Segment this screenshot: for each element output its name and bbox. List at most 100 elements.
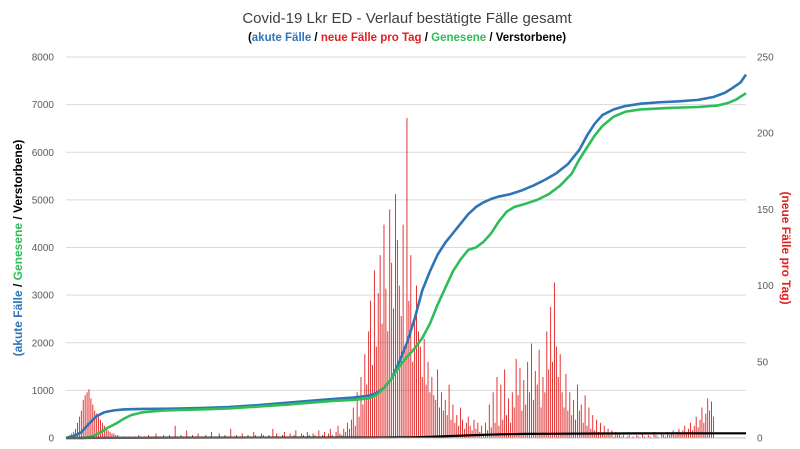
new-cases-bar [347,422,349,438]
new-cases-bar [138,434,140,438]
new-cases-bar [521,410,523,438]
series-line-acute [65,73,748,440]
new-cases-bar [211,431,213,438]
new-cases-bar [557,377,559,438]
new-cases-bar [517,395,519,438]
new-cases-bar [423,338,425,438]
new-cases-bar [456,415,458,438]
new-cases-bar [469,425,471,438]
new-cases-bar [406,117,408,439]
new-cases-bar [684,425,686,438]
series-lines [65,73,748,440]
left-tick-labels: 0 1000 2000 3000 4000 5000 6000 7000 8000 [32,53,55,445]
new-cases-bar [283,431,285,438]
new-cases-bar [536,384,538,438]
left-tick-label: 1000 [32,386,55,397]
new-cases-bar [632,436,634,438]
new-cases-bar [695,416,697,438]
new-cases-bar [350,419,352,438]
new-cases-bar [642,433,644,438]
new-cases-bar [308,434,310,438]
left-tick-label: 6000 [32,148,55,159]
new-cases-bar [550,306,552,438]
label-part: / [11,213,25,223]
new-cases-bar [383,224,385,438]
new-cases-bar [575,419,576,438]
new-cases-bar [615,431,617,438]
new-cases-bar [668,434,670,438]
new-cases-bar [303,434,304,438]
new-cases-bar [327,433,329,438]
new-cases-bar [707,398,709,438]
left-tick-label: 2000 [32,338,55,349]
new-cases-bar [358,416,360,438]
new-cases-bar [460,407,462,438]
new-cases-bar [452,404,454,438]
new-cases-bar [473,419,475,438]
new-cases-bar [454,422,456,438]
new-cases-bar [429,392,431,438]
new-cases-bar [467,416,469,438]
new-cases-bar [690,422,691,438]
new-cases-bar [477,422,479,438]
new-cases-bar [440,392,442,438]
new-cases-bar [103,425,105,438]
new-cases-bar [655,434,657,438]
left-tick-label: 0 [48,434,54,445]
new-cases-bar [395,194,396,438]
new-cases-bar [509,422,511,438]
new-cases-bar [329,428,331,438]
new-cases-bar [490,427,492,438]
new-cases-bar [77,422,78,438]
new-cases-bar [437,369,439,438]
new-cases-bar [94,410,96,438]
new-cases-bar [345,431,347,438]
new-cases-bar [475,428,477,438]
new-cases-bar [527,361,529,438]
new-cases-bar [488,404,490,438]
new-cases-bar [653,431,655,438]
new-cases-bar [442,410,444,438]
new-cases-bar [515,358,517,438]
new-cases-bar [96,413,98,438]
new-cases-bar [609,434,611,438]
new-cases-bar [105,428,107,438]
new-cases-bar [289,433,291,438]
new-cases-bar [404,346,406,438]
new-cases-bar [372,364,373,438]
new-cases-bar [247,434,249,438]
right-tick-labels: 0 50 100 150 200 250 [757,53,774,445]
new-cases-bar [331,434,333,438]
new-cases-bar [75,428,77,438]
new-cases-bar [588,407,590,438]
new-cases-bar [569,392,571,438]
new-cases-bar [391,262,393,438]
new-cases-bar [107,430,109,438]
new-cases-bar [168,434,170,438]
new-cases-bar [711,401,712,438]
new-cases-bar [561,392,563,438]
label-part: / [486,32,496,44]
new-cases-bar [431,377,433,438]
new-cases-bar [385,288,387,438]
new-cases-bar [626,436,628,438]
new-cases-bar [617,434,619,438]
new-cases-bar [373,270,375,438]
new-cases-bar [605,434,607,438]
new-cases-bar [667,431,668,438]
new-cases-bar [554,282,555,438]
label-part: ( [248,32,252,44]
new-cases-bar [236,434,237,438]
label-part: / [311,32,321,44]
new-cases-bar [599,422,601,438]
new-cases-bar [596,419,598,438]
new-cases-bar [416,285,417,438]
gridlines [66,56,746,391]
chart-subtitle: (akute Fälle / neue Fälle pro Tag / Gene… [248,32,566,44]
new-cases-bar [496,377,498,438]
new-cases-bar [686,431,688,438]
new-cases-bar [88,389,90,438]
new-cases-bar [425,384,427,438]
new-cases-bar [680,433,682,438]
